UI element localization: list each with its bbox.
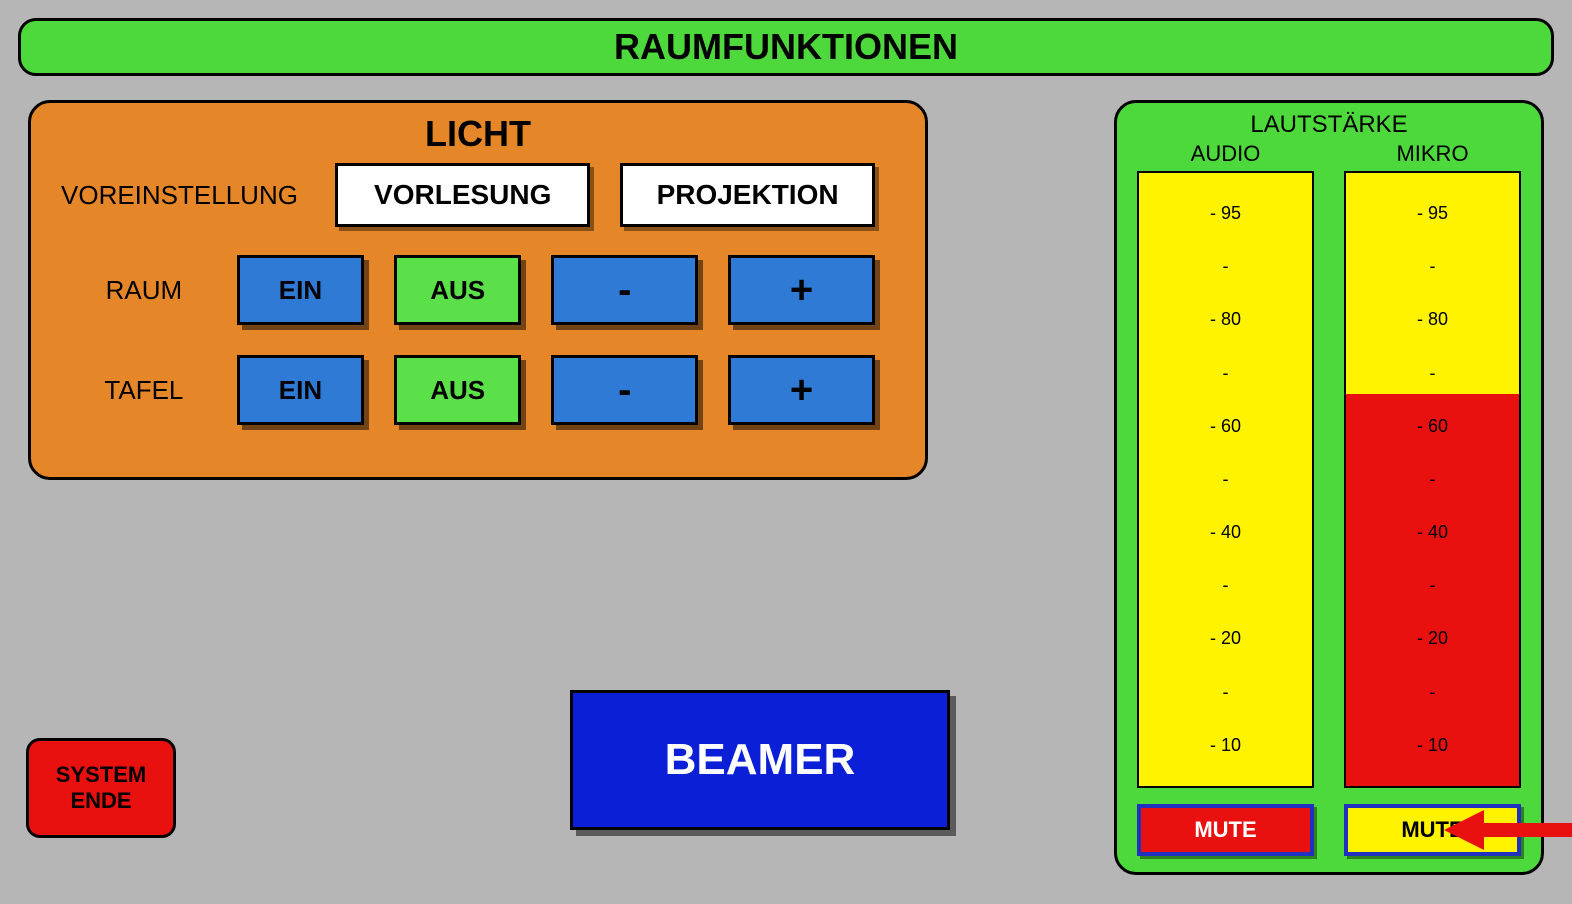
tafel-ein-button[interactable]: EIN xyxy=(237,355,364,425)
raum-label: RAUM xyxy=(51,275,237,306)
meter-tick: - 95 xyxy=(1346,203,1519,224)
tafel-row: TAFEL EIN AUS - + xyxy=(51,355,905,425)
meter-tick: - 10 xyxy=(1139,735,1312,756)
mikro-label: MIKRO xyxy=(1344,141,1521,167)
volume-columns: AUDIO - 95 - - 80 - - 60 - - 40 - - 20 - - 10 MIKR… xyxy=(1137,141,1521,788)
tafel-label: TAFEL xyxy=(51,375,237,406)
meter-tick: - xyxy=(1346,682,1519,703)
meter-tick: - 95 xyxy=(1139,203,1312,224)
meter-tick: - xyxy=(1346,363,1519,384)
meter-tick: - xyxy=(1346,256,1519,277)
page-title: RAUMFUNKTIONEN xyxy=(614,26,958,68)
audio-meter-scale: - 95 - - 80 - - 60 - - 40 - - 20 - - 10 xyxy=(1139,173,1312,786)
meter-tick: - 10 xyxy=(1346,735,1519,756)
meter-tick: - 20 xyxy=(1346,628,1519,649)
licht-title: LICHT xyxy=(51,113,905,155)
raum-aus-button[interactable]: AUS xyxy=(394,255,521,325)
preset-vorlesung-button[interactable]: VORLESUNG xyxy=(335,163,590,227)
raum-plus-button[interactable]: + xyxy=(728,255,875,325)
meter-tick: - 80 xyxy=(1346,309,1519,330)
system-end-button[interactable]: SYSTEM ENDE xyxy=(26,738,176,838)
raum-row: RAUM EIN AUS - + xyxy=(51,255,905,325)
meter-tick: - 60 xyxy=(1139,416,1312,437)
preset-row: VOREINSTELLUNG VORLESUNG PROJEKTION xyxy=(51,163,905,227)
audio-meter[interactable]: - 95 - - 80 - - 60 - - 40 - - 20 - - 10 xyxy=(1137,171,1314,788)
raum-minus-button[interactable]: - xyxy=(551,255,698,325)
meter-tick: - 80 xyxy=(1139,309,1312,330)
mikro-meter-scale: - 95 - - 80 - - 60 - - 40 - - 20 - - 10 xyxy=(1346,173,1519,786)
tafel-minus-button[interactable]: - xyxy=(551,355,698,425)
mikro-mute-button[interactable]: MUTE xyxy=(1344,804,1521,856)
meter-tick: - xyxy=(1139,469,1312,490)
meter-tick: - 20 xyxy=(1139,628,1312,649)
audio-mute-button[interactable]: MUTE xyxy=(1137,804,1314,856)
volume-panel: LAUTSTÄRKE AUDIO - 95 - - 80 - - 60 - - 40 - - 2… xyxy=(1114,100,1544,875)
audio-label: AUDIO xyxy=(1137,141,1314,167)
meter-tick: - 40 xyxy=(1139,522,1312,543)
volume-title: LAUTSTÄRKE xyxy=(1137,111,1521,139)
meter-tick: - xyxy=(1139,363,1312,384)
raum-ein-button[interactable]: EIN xyxy=(237,255,364,325)
meter-tick: - xyxy=(1346,469,1519,490)
meter-tick: - 40 xyxy=(1346,522,1519,543)
tafel-plus-button[interactable]: + xyxy=(728,355,875,425)
mute-row: MUTE MUTE xyxy=(1137,804,1521,856)
meter-tick: - 60 xyxy=(1346,416,1519,437)
tafel-aus-button[interactable]: AUS xyxy=(394,355,521,425)
mikro-column: MIKRO - 95 - - 80 - - 60 - - 40 - - 20 - - 10 xyxy=(1344,141,1521,788)
audio-column: AUDIO - 95 - - 80 - - 60 - - 40 - - 20 - - 10 xyxy=(1137,141,1314,788)
preset-projektion-button[interactable]: PROJEKTION xyxy=(620,163,875,227)
meter-tick: - xyxy=(1139,575,1312,596)
meter-tick: - xyxy=(1346,575,1519,596)
mikro-meter[interactable]: - 95 - - 80 - - 60 - - 40 - - 20 - - 10 xyxy=(1344,171,1521,788)
licht-panel: LICHT VOREINSTELLUNG VORLESUNG PROJEKTIO… xyxy=(28,100,928,480)
meter-tick: - xyxy=(1139,682,1312,703)
beamer-button[interactable]: BEAMER xyxy=(570,690,950,830)
preset-label: VOREINSTELLUNG xyxy=(51,180,335,211)
title-bar: RAUMFUNKTIONEN xyxy=(18,18,1554,76)
meter-tick: - xyxy=(1139,256,1312,277)
